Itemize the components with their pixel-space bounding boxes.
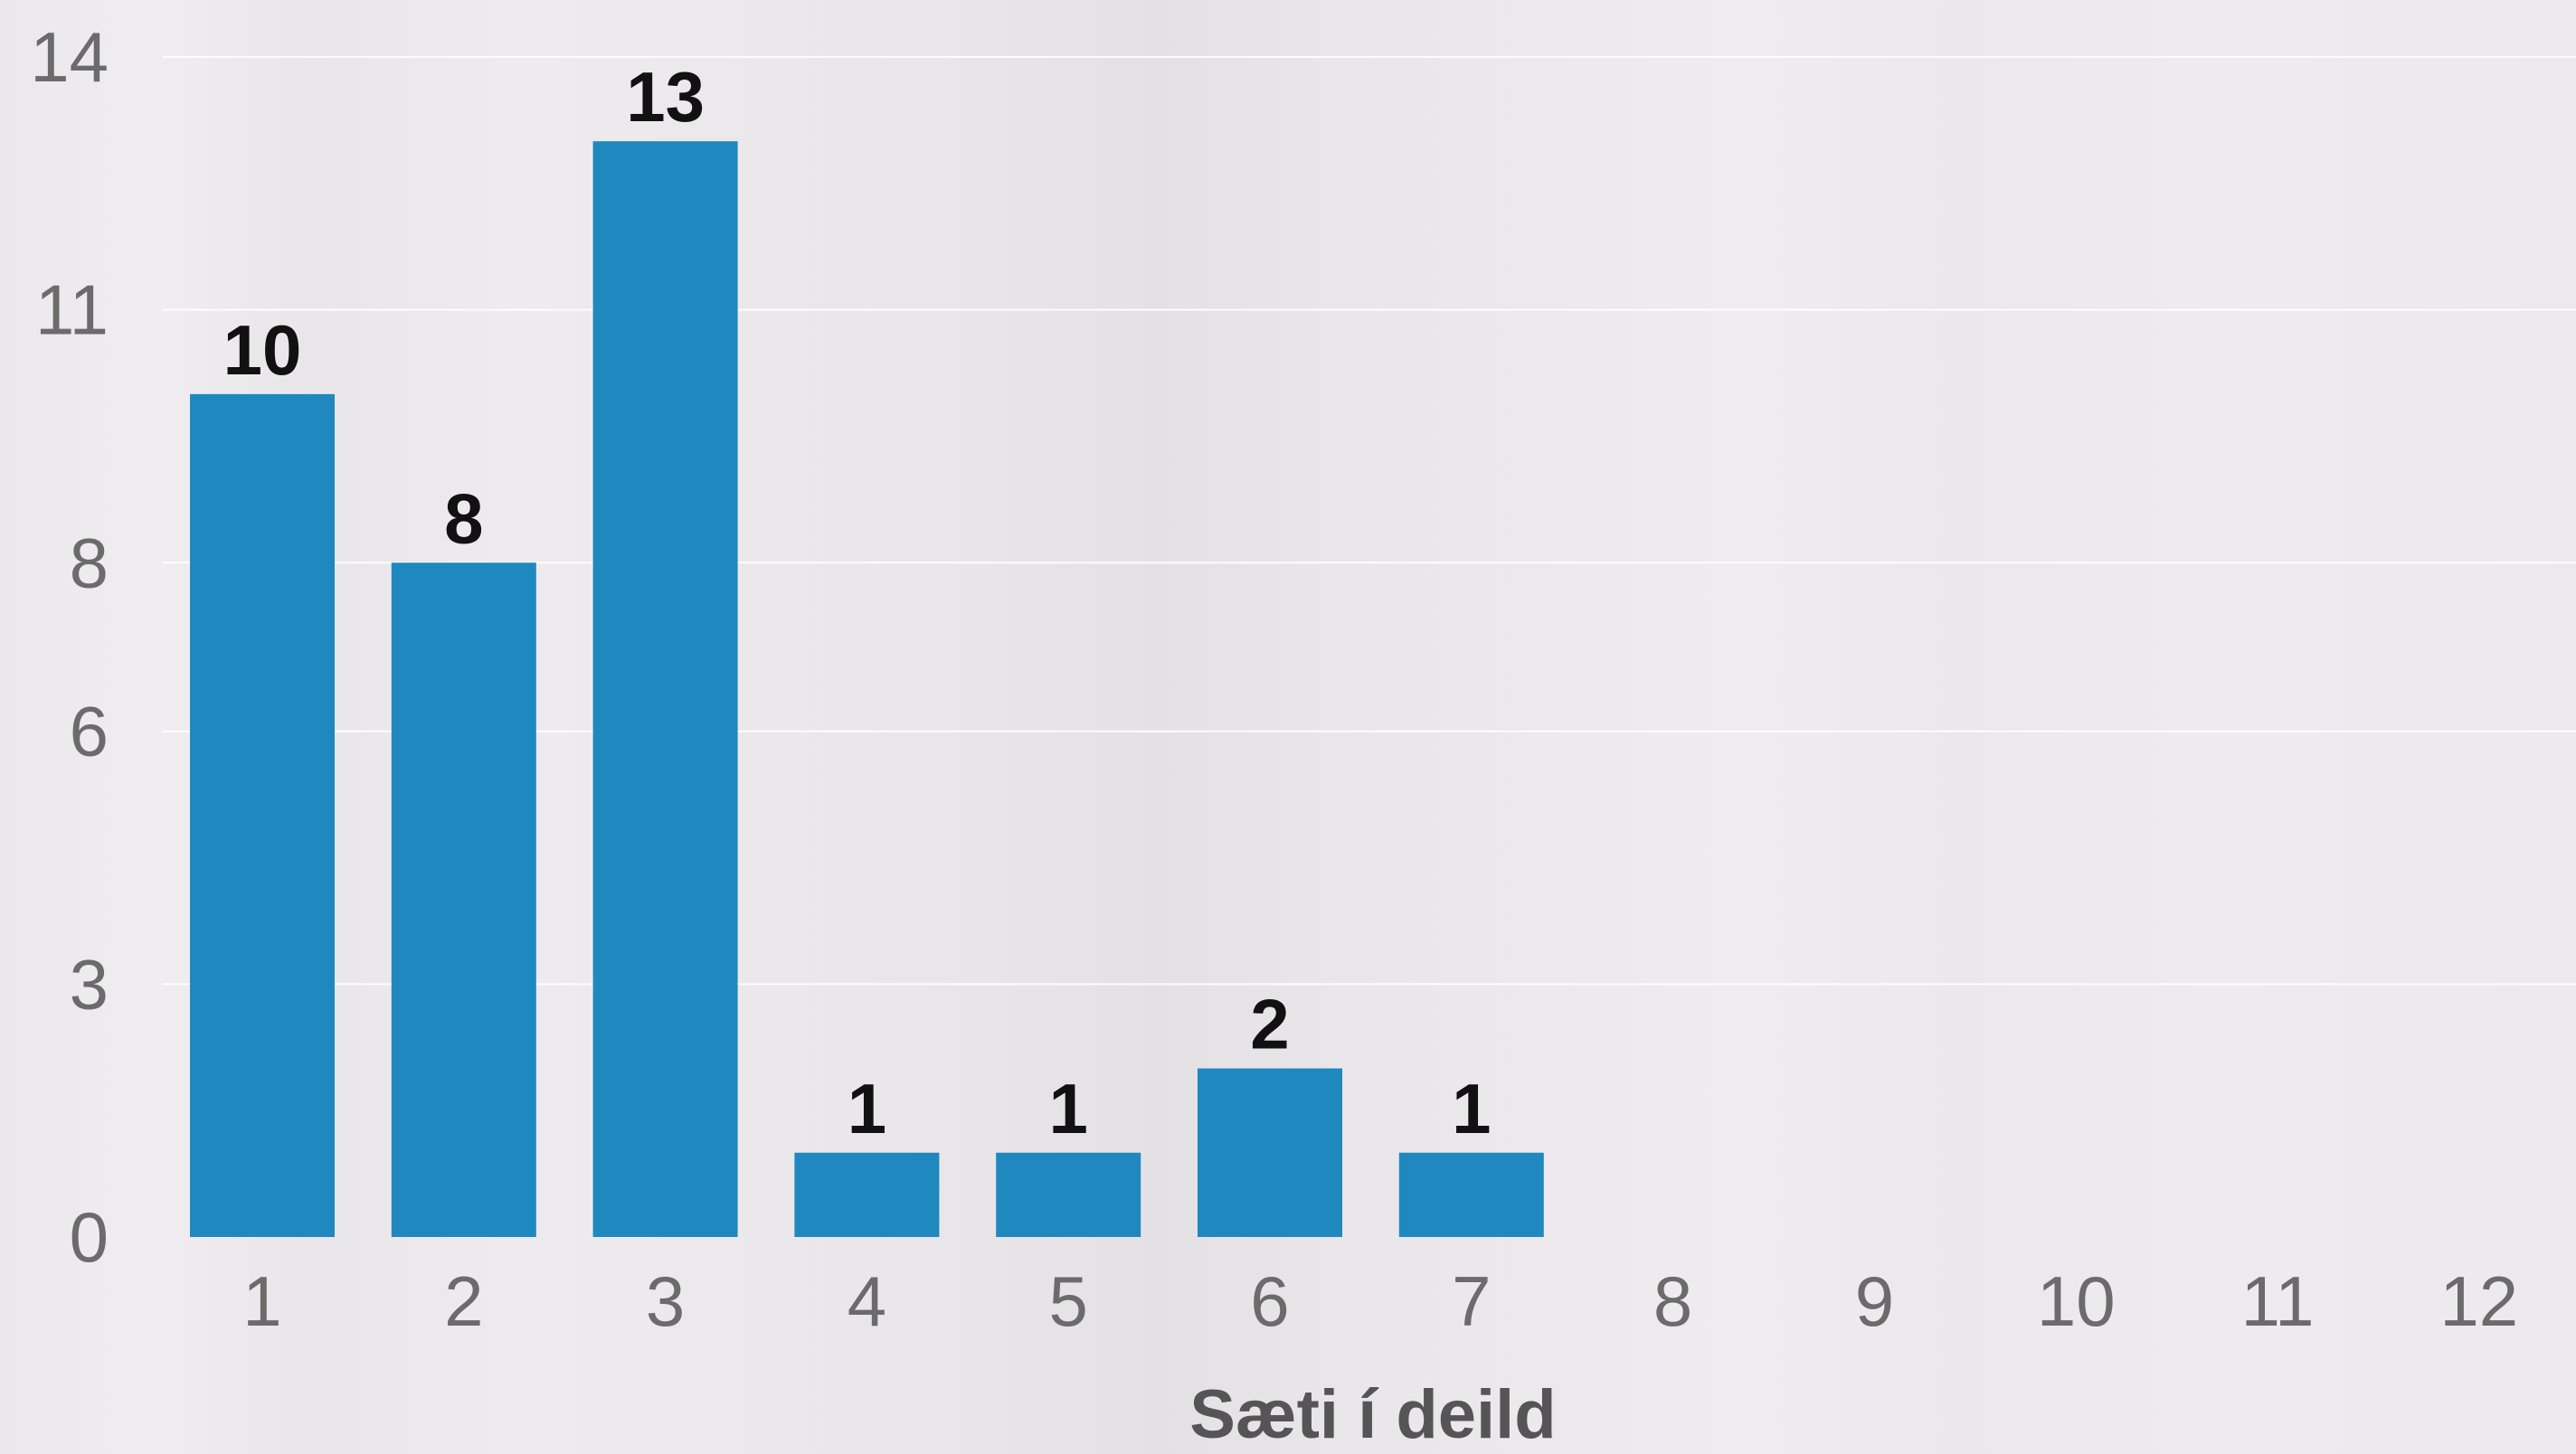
x-tick-label: 1 [242,1261,281,1341]
data-label: 2 [1250,985,1289,1064]
data-label: 1 [1452,1069,1491,1148]
x-tick-label: 8 [1653,1261,1692,1341]
bar [1398,1152,1544,1237]
bar [1198,1068,1342,1237]
data-label: 1 [848,1069,886,1148]
x-tick-label: 5 [1049,1261,1088,1341]
x-tick-label: 9 [1855,1261,1894,1341]
data-label: 1 [1049,1069,1088,1148]
y-tick-label: 8 [70,523,109,602]
x-tick-label: 10 [2037,1261,2116,1341]
y-tick-label: 14 [30,17,109,97]
x-axis-label: Sæti í deild [1189,1376,1556,1453]
x-tick-label: 6 [1250,1261,1289,1341]
x-tick-label: 4 [848,1261,886,1341]
y-axis-ticks: 0 3 6 8 11 14 [30,17,109,1277]
x-tick-label: 11 [2241,1261,2315,1341]
x-tick-label: 3 [646,1261,685,1341]
y-tick-label: 0 [70,1197,109,1277]
bar [391,562,536,1237]
x-axis-ticks: 1 2 3 4 5 6 7 8 9 10 11 12 [242,1261,2518,1341]
bar [794,1152,940,1237]
data-label: 13 [626,57,705,137]
bar [996,1152,1141,1237]
y-tick-label: 11 [35,270,109,350]
gridlines [163,56,2576,986]
x-tick-label: 12 [2439,1261,2518,1341]
y-tick-label: 6 [70,692,109,771]
data-label: 8 [444,478,483,558]
y-tick-label: 3 [70,944,109,1024]
x-tick-label: 7 [1452,1261,1491,1341]
x-tick-label: 2 [444,1261,483,1341]
bar [592,141,738,1238]
data-labels: 10 8 13 1 1 2 1 [223,57,1492,1148]
bars [190,141,1544,1238]
data-label: 10 [223,310,302,390]
bar [190,393,335,1237]
